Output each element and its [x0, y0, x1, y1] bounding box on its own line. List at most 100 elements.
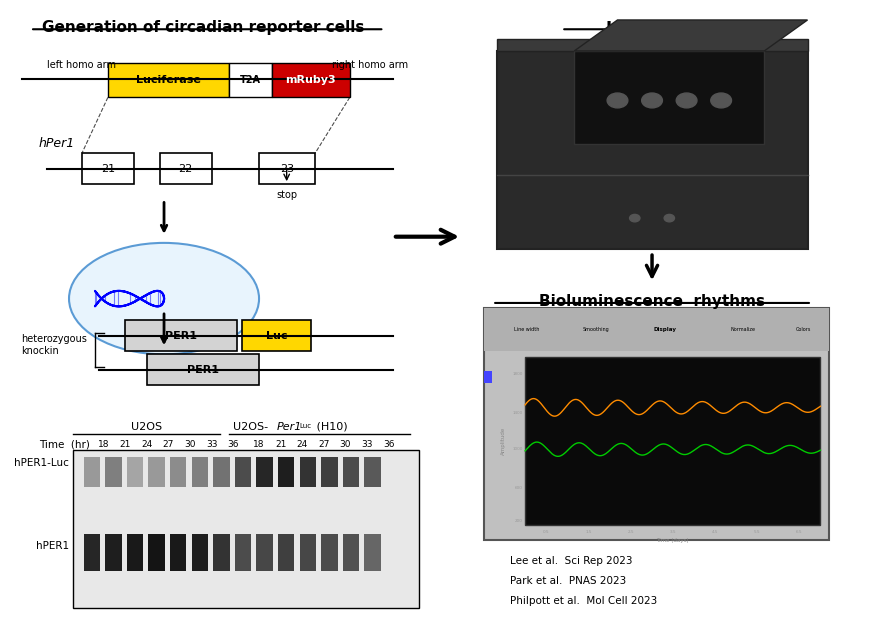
FancyBboxPatch shape	[191, 534, 208, 571]
Text: 24: 24	[296, 440, 308, 448]
FancyBboxPatch shape	[496, 51, 807, 249]
FancyBboxPatch shape	[364, 534, 381, 571]
FancyBboxPatch shape	[259, 153, 315, 184]
Text: hPer1: hPer1	[39, 137, 75, 150]
Text: left homo arm: left homo arm	[47, 60, 117, 70]
Text: 23: 23	[280, 164, 294, 174]
FancyBboxPatch shape	[82, 153, 133, 184]
Text: 27: 27	[317, 440, 329, 448]
Text: mRuby3: mRuby3	[285, 75, 336, 85]
Text: 2.5: 2.5	[626, 529, 633, 534]
Text: Time (days): Time (days)	[656, 538, 688, 543]
Text: 1400: 1400	[511, 411, 522, 415]
FancyBboxPatch shape	[483, 371, 492, 383]
Text: 36: 36	[227, 440, 239, 448]
Text: Per1: Per1	[276, 422, 302, 432]
FancyBboxPatch shape	[278, 534, 294, 571]
FancyBboxPatch shape	[321, 457, 338, 488]
Text: Amplitude: Amplitude	[501, 427, 505, 455]
FancyBboxPatch shape	[170, 457, 186, 488]
FancyBboxPatch shape	[364, 457, 381, 488]
Text: T2A: T2A	[239, 75, 260, 85]
Text: 3.5: 3.5	[669, 529, 675, 534]
Text: 600: 600	[514, 486, 522, 490]
Text: 21: 21	[101, 164, 115, 174]
Text: 33: 33	[360, 440, 373, 448]
Circle shape	[629, 215, 639, 222]
Text: U2OS-: U2OS-	[233, 422, 268, 432]
Text: Bioluminescence  rhythms: Bioluminescence rhythms	[538, 294, 764, 309]
Text: Display: Display	[652, 327, 675, 332]
FancyBboxPatch shape	[83, 457, 100, 488]
FancyBboxPatch shape	[574, 51, 764, 144]
FancyBboxPatch shape	[272, 63, 349, 98]
FancyBboxPatch shape	[229, 63, 272, 98]
FancyBboxPatch shape	[105, 457, 122, 488]
Text: 21: 21	[119, 440, 131, 448]
FancyBboxPatch shape	[146, 355, 259, 385]
Text: Luc: Luc	[299, 424, 311, 429]
Text: Luciferase: Luciferase	[136, 75, 201, 85]
Circle shape	[675, 93, 696, 108]
FancyBboxPatch shape	[213, 457, 230, 488]
FancyBboxPatch shape	[342, 457, 359, 488]
Circle shape	[606, 93, 627, 108]
FancyBboxPatch shape	[127, 534, 143, 571]
FancyBboxPatch shape	[299, 457, 316, 488]
Text: Lumicycle: Lumicycle	[605, 20, 698, 38]
Text: PER1: PER1	[165, 331, 197, 341]
Text: Normalize: Normalize	[730, 327, 754, 332]
Polygon shape	[574, 20, 807, 51]
FancyBboxPatch shape	[234, 534, 251, 571]
FancyBboxPatch shape	[213, 534, 230, 571]
Text: 1800: 1800	[511, 372, 522, 376]
FancyBboxPatch shape	[148, 534, 165, 571]
Text: 5.5: 5.5	[753, 529, 759, 534]
Circle shape	[710, 93, 731, 108]
Text: 33: 33	[205, 440, 217, 448]
FancyBboxPatch shape	[496, 39, 807, 51]
Text: 0.5: 0.5	[542, 529, 549, 534]
FancyBboxPatch shape	[342, 534, 359, 571]
Text: PER1: PER1	[187, 365, 218, 375]
Text: 6.5: 6.5	[795, 529, 802, 534]
Text: 30: 30	[184, 440, 196, 448]
FancyBboxPatch shape	[524, 358, 819, 524]
FancyBboxPatch shape	[125, 320, 237, 351]
Text: 4.5: 4.5	[711, 529, 717, 534]
Text: Luc: Luc	[265, 331, 287, 341]
Text: Colors: Colors	[795, 327, 810, 332]
Text: Smoothing: Smoothing	[581, 327, 609, 332]
FancyBboxPatch shape	[321, 534, 338, 571]
Text: 24: 24	[141, 440, 153, 448]
Text: U2OS: U2OS	[131, 422, 162, 432]
FancyBboxPatch shape	[105, 534, 122, 571]
Text: Park et al.  PNAS 2023: Park et al. PNAS 2023	[509, 576, 625, 586]
Text: heterozygous
knockin: heterozygous knockin	[22, 334, 88, 356]
Text: hPER1: hPER1	[36, 541, 69, 551]
FancyBboxPatch shape	[160, 153, 211, 184]
Text: 18: 18	[253, 440, 265, 448]
Text: stop: stop	[275, 190, 297, 200]
Circle shape	[663, 215, 674, 222]
Text: Line width: Line width	[514, 327, 538, 332]
Text: Generation of circadian reporter cells: Generation of circadian reporter cells	[42, 20, 364, 35]
FancyBboxPatch shape	[483, 308, 828, 540]
FancyBboxPatch shape	[256, 457, 273, 488]
Text: 27: 27	[162, 440, 174, 448]
Text: Lee et al.  Sci Rep 2023: Lee et al. Sci Rep 2023	[509, 555, 631, 565]
FancyBboxPatch shape	[74, 450, 418, 608]
Text: hPER1-Luc: hPER1-Luc	[14, 458, 69, 468]
FancyBboxPatch shape	[483, 308, 828, 351]
Text: 22: 22	[178, 164, 193, 174]
Text: 30: 30	[339, 440, 351, 448]
FancyBboxPatch shape	[83, 534, 100, 571]
Text: 1000: 1000	[511, 447, 522, 452]
Circle shape	[641, 93, 661, 108]
FancyBboxPatch shape	[256, 534, 273, 571]
FancyBboxPatch shape	[127, 457, 143, 488]
Text: 36: 36	[382, 440, 394, 448]
Text: 21: 21	[275, 440, 286, 448]
Text: 18: 18	[97, 440, 110, 448]
FancyBboxPatch shape	[148, 457, 165, 488]
